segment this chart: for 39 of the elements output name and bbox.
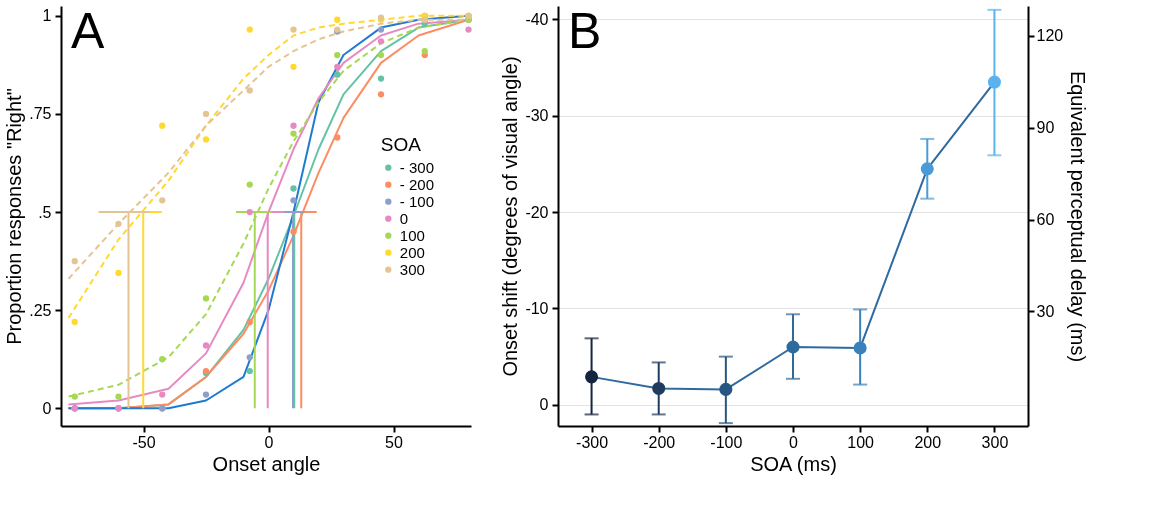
legend-label: 200 xyxy=(399,243,425,261)
x-tick-label: 0 xyxy=(789,433,799,451)
y-tick-label: 1 xyxy=(42,7,52,25)
y-tick-label: .25 xyxy=(29,301,52,319)
x-axis-title: Onset angle xyxy=(212,452,321,475)
y2-axis-title: Equivalent perceptual delay (ms) xyxy=(1067,70,1090,363)
x-tick-label: 100 xyxy=(847,433,875,451)
y-axis-title: Onset shift (degrees of visual angle) xyxy=(499,56,522,377)
legend-label: - 300 xyxy=(399,158,434,176)
x-tick-label: -100 xyxy=(710,433,743,451)
legend-label: 0 xyxy=(399,209,409,227)
y-tick-label: 0 xyxy=(539,396,549,414)
y2-tick-label: 60 xyxy=(1036,211,1055,229)
x-tick-label: 300 xyxy=(981,433,1009,451)
x-tick-label: 0 xyxy=(264,433,274,451)
annotation: A xyxy=(71,3,105,59)
y-axis-title: Proportion responses "Right" xyxy=(3,88,26,345)
x-tick-label: -200 xyxy=(643,433,676,451)
legend-label: 100 xyxy=(399,226,425,244)
y2-tick-label: 90 xyxy=(1036,119,1055,137)
annotation: B xyxy=(568,3,602,59)
y-tick-label: .5 xyxy=(38,203,52,221)
y-tick-label: 0 xyxy=(42,399,52,417)
y-tick-label: -20 xyxy=(525,203,549,221)
y-tick-label: -10 xyxy=(525,299,549,317)
x-tick-label: -300 xyxy=(576,433,609,451)
legend-label: - 200 xyxy=(399,175,434,193)
x-tick-label: 50 xyxy=(385,433,403,451)
y-tick-label: -30 xyxy=(525,107,549,125)
y-tick-label: -40 xyxy=(525,10,549,28)
legend-title: SOA xyxy=(380,134,422,156)
legend-label: - 100 xyxy=(399,192,434,210)
y2-tick-label: 120 xyxy=(1036,27,1064,45)
y2-tick-label: 30 xyxy=(1036,302,1055,320)
x-axis-title: SOA (ms) xyxy=(750,452,837,475)
x-tick-label: -50 xyxy=(132,433,156,451)
legend-label: 300 xyxy=(399,260,425,278)
y-tick-label: .75 xyxy=(29,105,52,123)
x-tick-label: 200 xyxy=(914,433,942,451)
